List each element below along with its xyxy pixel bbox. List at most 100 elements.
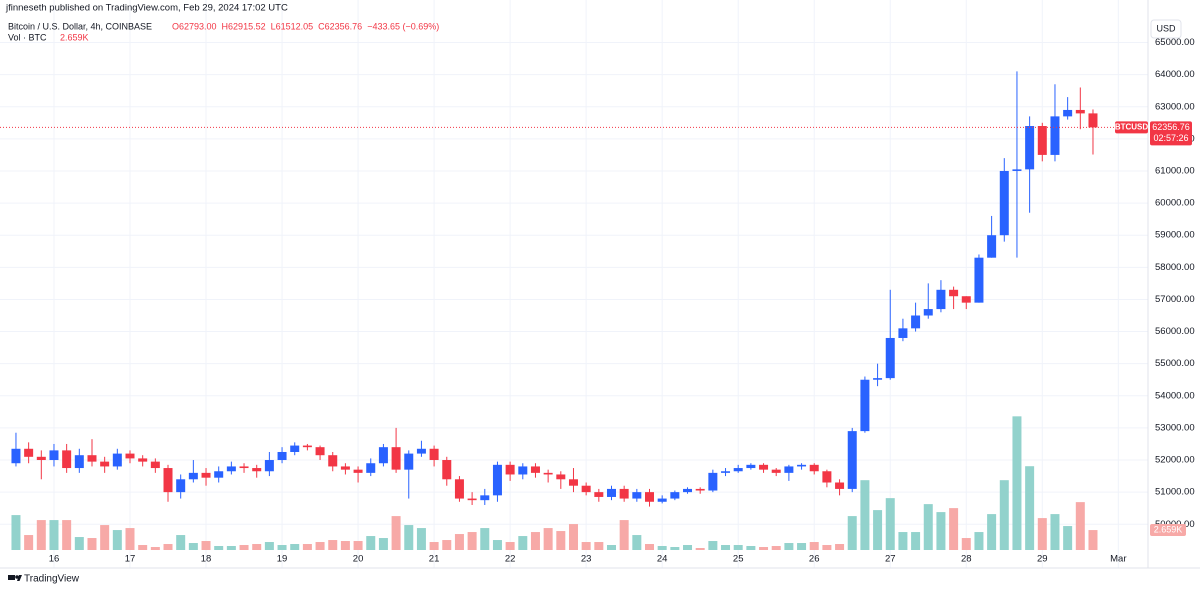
candle-body — [74, 455, 84, 469]
candle-body — [315, 447, 325, 456]
volume-bar — [733, 545, 743, 550]
candle-body — [49, 450, 59, 461]
candle-body — [961, 296, 971, 303]
candle-body — [87, 455, 97, 462]
candle-body — [606, 488, 616, 497]
candle-body — [670, 492, 680, 499]
volume-last: 2.659K — [60, 32, 89, 42]
candle-body — [480, 495, 490, 501]
volume-bar — [695, 548, 705, 550]
candle-body — [11, 448, 21, 464]
price-tag-text: 62356.76 — [1152, 122, 1190, 132]
candle-body — [36, 456, 46, 461]
volume-bar — [670, 547, 680, 550]
volume-bar — [492, 540, 502, 550]
volume-bar — [480, 528, 490, 550]
volume-bar — [24, 535, 34, 550]
volume-bar — [885, 498, 895, 550]
candle-body — [302, 445, 312, 448]
y-tick-label: 56000.00 — [1155, 326, 1195, 337]
candle-body — [898, 328, 908, 338]
volume-bar — [1025, 466, 1035, 550]
volume-bar — [404, 525, 414, 550]
candle-body — [290, 445, 300, 452]
volume-bar — [188, 543, 198, 550]
volume-bar — [1088, 530, 1098, 550]
candle-body — [847, 431, 857, 489]
volume-bar — [328, 540, 338, 550]
volume-bar — [809, 542, 819, 550]
footer-logo — [8, 575, 22, 581]
volume-tag — [1150, 524, 1186, 537]
candle-body — [923, 309, 933, 316]
x-tick-label: 16 — [49, 554, 60, 565]
volume-bar — [619, 520, 629, 550]
volume-bar — [1075, 502, 1085, 550]
currency-box[interactable] — [1150, 19, 1182, 39]
volume-bar — [100, 525, 110, 550]
candle-body — [24, 448, 34, 457]
x-tick-label: 26 — [809, 554, 820, 565]
candle-body — [239, 466, 249, 469]
candle-body — [112, 453, 122, 467]
volume-bar — [176, 535, 186, 550]
candle-body — [416, 448, 426, 454]
volume-bar — [1012, 416, 1022, 550]
candle-body — [581, 485, 591, 493]
volume-bar — [505, 542, 515, 550]
volume-bar — [530, 532, 540, 550]
volume-bar — [315, 542, 325, 550]
volume-bar — [277, 545, 287, 550]
volume-tag-text: 2.659K — [1154, 524, 1183, 534]
y-tick-label: 52000.00 — [1155, 455, 1195, 466]
volume-bar — [214, 546, 224, 550]
candle-body — [885, 337, 895, 379]
volume-bar — [835, 544, 845, 550]
x-tick-label: 28 — [961, 554, 972, 565]
candle-body — [974, 257, 984, 303]
candle-body — [619, 488, 629, 499]
volume-bar — [657, 546, 667, 550]
volume-bar — [708, 541, 718, 550]
volume-bar — [961, 538, 971, 550]
volume-bar — [163, 544, 173, 550]
x-tick-label: 23 — [581, 554, 592, 565]
volume-bar — [201, 541, 211, 550]
volume-bar — [594, 542, 604, 550]
y-tick-label: 55000.00 — [1155, 358, 1195, 369]
candle-body — [543, 472, 553, 475]
volume-bar — [36, 520, 46, 550]
candle-body — [530, 466, 540, 473]
volume-bar — [391, 516, 401, 550]
candle-body — [404, 453, 414, 470]
volume-bar — [784, 543, 794, 550]
candle-body — [809, 464, 819, 472]
volume-bar — [442, 540, 452, 550]
y-tick-label: 61000.00 — [1155, 165, 1195, 176]
price-tag — [1150, 121, 1192, 146]
candle-body — [150, 461, 160, 469]
candle-body — [328, 455, 338, 467]
volume-bar — [771, 546, 781, 550]
volume-bar — [911, 532, 921, 550]
volume-bar — [568, 524, 578, 550]
candle-body — [100, 461, 110, 467]
candle-body — [657, 498, 667, 502]
y-tick-label: 57000.00 — [1155, 294, 1195, 305]
volume-bar — [797, 543, 807, 550]
x-tick-label: 17 — [125, 554, 136, 565]
candle-body — [454, 479, 464, 499]
volume-bar — [759, 547, 769, 550]
volume-bar — [467, 532, 477, 550]
volume-bar — [378, 538, 388, 550]
volume-bar — [454, 534, 464, 550]
candle-body — [987, 235, 997, 258]
volume-bar — [999, 480, 1009, 550]
currency[interactable]: USD — [1156, 23, 1176, 33]
candle-body — [759, 464, 769, 470]
candle-body — [378, 447, 388, 464]
volume-bar — [873, 510, 883, 550]
volume-bar — [721, 545, 731, 550]
volume-bar — [264, 542, 274, 550]
